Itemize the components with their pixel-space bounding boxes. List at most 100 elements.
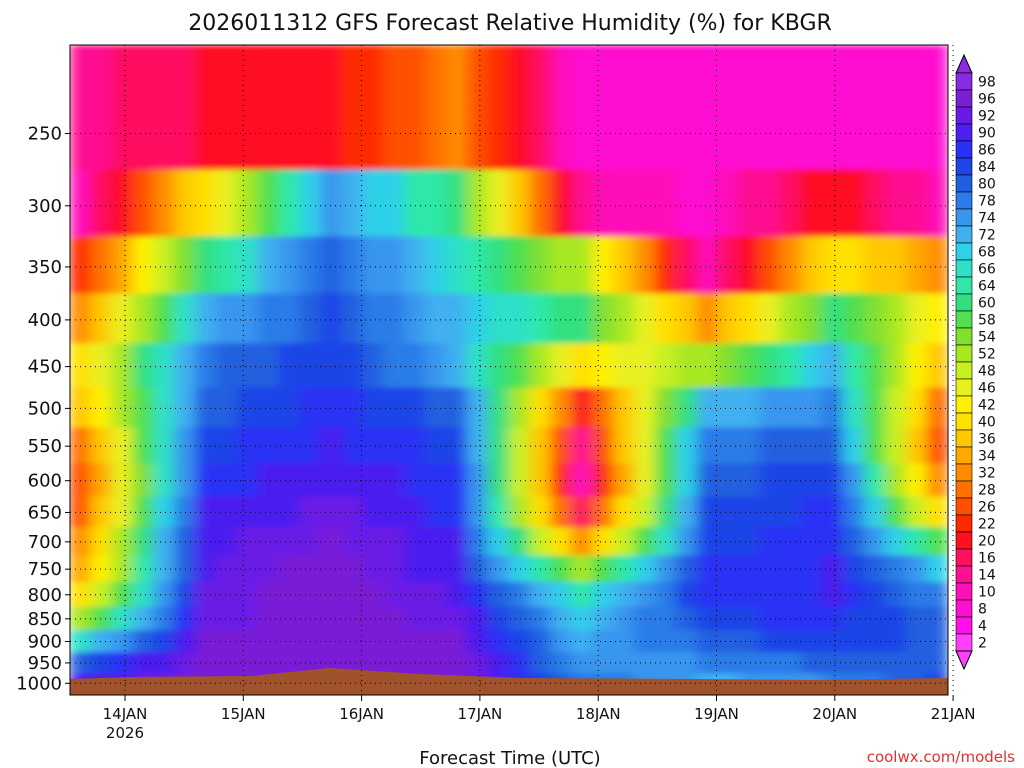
y-tick-label: 750 <box>28 559 62 580</box>
heatmap-cell <box>236 387 259 429</box>
heatmap-cell <box>738 581 761 608</box>
heatmap-cell <box>780 527 803 557</box>
heatmap-cell <box>780 236 803 295</box>
heatmap-cell <box>320 169 343 238</box>
heatmap-cell <box>633 463 656 498</box>
heatmap-cell <box>571 343 594 389</box>
heatmap-cell <box>487 236 510 295</box>
heatmap-cell <box>696 45 719 171</box>
heatmap-cell <box>675 169 698 238</box>
heatmap-cell <box>278 293 301 345</box>
heatmap-cell <box>487 387 510 429</box>
heatmap-cell <box>278 606 301 632</box>
heatmap-cell <box>153 236 176 295</box>
heatmap-cell <box>863 527 886 557</box>
heatmap-cell <box>90 581 113 608</box>
heatmap-cell <box>215 555 238 583</box>
heatmap-cell <box>278 343 301 389</box>
heatmap-cell <box>257 343 280 389</box>
colorbar-label: 26 <box>978 500 996 516</box>
heatmap-cell <box>717 630 740 654</box>
heatmap-cell <box>696 169 719 238</box>
heatmap-cell <box>383 236 405 295</box>
heatmap-cell <box>571 555 594 583</box>
heatmap-cell <box>132 630 155 654</box>
heatmap-cell <box>403 387 426 429</box>
heatmap-cell <box>362 427 385 465</box>
y-tick-label: 350 <box>28 257 62 278</box>
heatmap-cell <box>613 169 635 238</box>
heatmap-cell <box>738 630 761 654</box>
heatmap-cell <box>278 555 301 583</box>
heatmap-cell <box>675 581 698 608</box>
heatmap-cell <box>801 606 824 632</box>
heatmap-cell <box>215 581 238 608</box>
heatmap-cell <box>362 527 385 557</box>
heatmap-cell <box>403 343 426 389</box>
heatmap-cell <box>257 45 280 171</box>
heatmap-cell <box>111 169 134 238</box>
heatmap-cell <box>320 293 343 345</box>
heatmap-cell <box>508 463 531 498</box>
colorbar-label: 36 <box>978 432 996 448</box>
y-tick-label: 650 <box>28 502 62 523</box>
heatmap-cell <box>132 652 155 675</box>
heatmap-cell <box>90 293 113 345</box>
heatmap-cell <box>738 45 761 171</box>
heatmap-cell <box>508 293 531 345</box>
heatmap-cell <box>592 606 615 632</box>
heatmap-cell <box>696 236 719 295</box>
heatmap-cell <box>529 45 552 171</box>
heatmap-cell <box>571 652 594 675</box>
heatmap-cell <box>759 236 782 295</box>
heatmap-cell <box>236 555 259 583</box>
heatmap-cell <box>780 169 803 238</box>
heatmap-cell <box>174 652 196 675</box>
heatmap-cell <box>571 496 594 529</box>
heatmap-cell <box>320 45 343 171</box>
heatmap-cell <box>863 630 886 654</box>
colorbar-swatch <box>955 191 973 210</box>
heatmap-cell <box>445 169 468 238</box>
heatmap-cell <box>341 236 364 295</box>
heatmap-cell <box>236 527 259 557</box>
colorbar-label: 60 <box>978 296 996 312</box>
heatmap-cell <box>403 236 426 295</box>
heatmap-cell <box>738 387 761 429</box>
heatmap-cell <box>320 427 343 465</box>
heatmap-cell <box>90 387 113 429</box>
heatmap-cell <box>550 293 573 345</box>
heatmap-cell <box>278 527 301 557</box>
colorbar-swatch <box>955 599 973 618</box>
heatmap-cell <box>278 45 301 171</box>
heatmap-cell <box>132 343 155 389</box>
colorbar-label: 22 <box>978 517 996 533</box>
heatmap-cell <box>571 527 594 557</box>
heatmap-cell <box>174 606 196 632</box>
y-tick-label: 900 <box>28 631 62 652</box>
heatmap-cell <box>236 630 259 654</box>
heatmap-cell <box>550 387 573 429</box>
heatmap-cell <box>780 630 803 654</box>
heatmap-cell <box>299 293 322 345</box>
colorbar-swatch <box>955 616 973 635</box>
heatmap-cell <box>487 555 510 583</box>
colorbar-swatch <box>955 259 973 278</box>
heatmap-cell <box>236 169 259 238</box>
heatmap-cell <box>111 427 134 465</box>
y-tick-label: 300 <box>28 196 62 217</box>
heatmap-cell <box>633 527 656 557</box>
heatmap-cell <box>801 463 824 498</box>
heatmap-cell <box>842 169 865 238</box>
heatmap-cell <box>403 581 426 608</box>
heatmap-cell <box>236 45 259 171</box>
heatmap-cell <box>550 343 573 389</box>
heatmap-cell <box>215 496 238 529</box>
heatmap-cell <box>717 293 740 345</box>
heatmap-cell <box>403 496 426 529</box>
x-tick-label: 15JAN <box>221 705 266 723</box>
heatmap-cell <box>592 581 615 608</box>
heatmap-cell <box>613 387 635 429</box>
heatmap-cell <box>571 169 594 238</box>
heatmap-cell <box>362 387 385 429</box>
